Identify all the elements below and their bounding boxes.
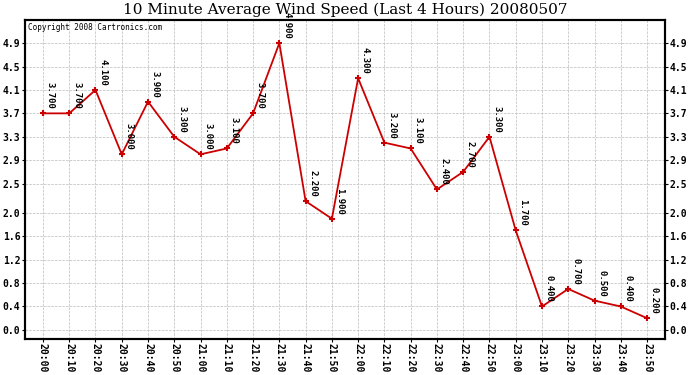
Text: Copyright 2008 Cartronics.com: Copyright 2008 Cartronics.com [28,23,162,32]
Text: 1.700: 1.700 [518,200,527,226]
Text: 3.700: 3.700 [46,82,55,109]
Text: 4.300: 4.300 [361,47,370,74]
Text: 2.400: 2.400 [440,158,449,185]
Text: 0.400: 0.400 [545,276,554,302]
Text: 3.200: 3.200 [387,112,396,138]
Text: 0.200: 0.200 [650,287,659,314]
Text: 0.700: 0.700 [571,258,580,285]
Text: 3.000: 3.000 [124,123,134,150]
Text: 4.100: 4.100 [98,59,107,86]
Text: 3.300: 3.300 [177,106,186,133]
Text: 3.700: 3.700 [72,82,81,109]
Text: 3.100: 3.100 [413,117,422,144]
Text: 0.500: 0.500 [598,270,607,297]
Text: 1.900: 1.900 [335,188,344,214]
Title: 10 Minute Average Wind Speed (Last 4 Hours) 20080507: 10 Minute Average Wind Speed (Last 4 Hou… [123,3,567,17]
Text: 3.000: 3.000 [204,123,213,150]
Text: 4.900: 4.900 [282,12,291,39]
Text: 3.300: 3.300 [492,106,501,133]
Text: 3.100: 3.100 [230,117,239,144]
Text: 0.400: 0.400 [624,276,633,302]
Text: 2.200: 2.200 [308,170,317,197]
Text: 3.700: 3.700 [256,82,265,109]
Text: 3.900: 3.900 [151,70,160,98]
Text: 2.700: 2.700 [466,141,475,168]
